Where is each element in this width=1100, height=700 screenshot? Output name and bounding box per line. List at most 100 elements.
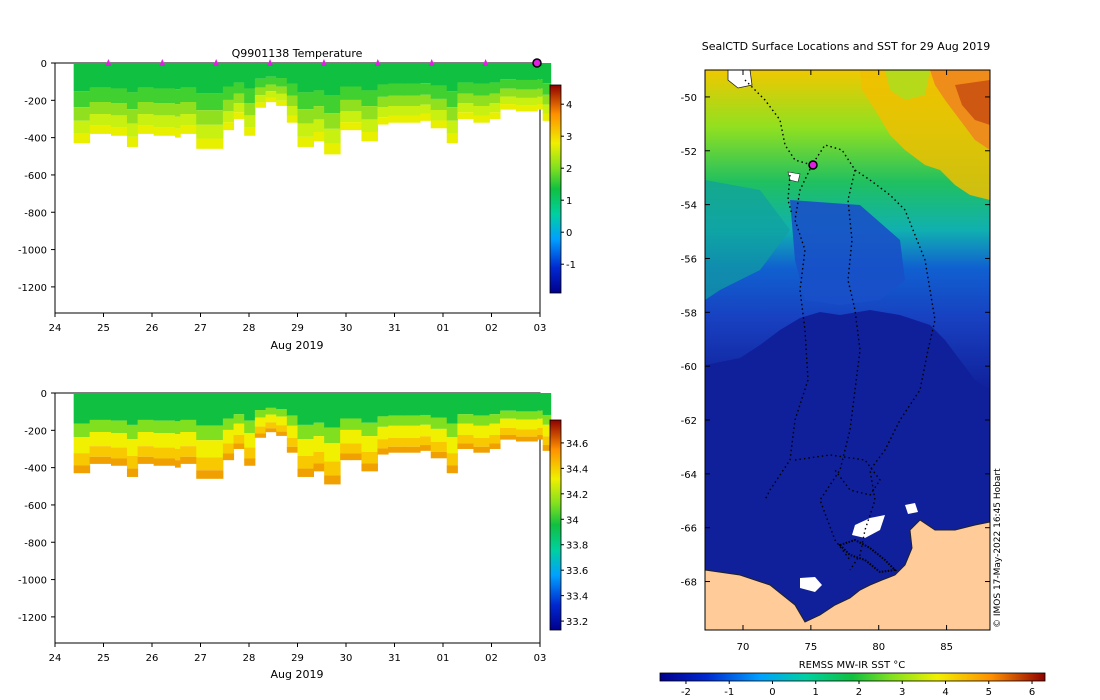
cast-column [222, 418, 235, 430]
cast-column [286, 115, 299, 123]
x-tick-label: 01 [437, 653, 450, 664]
cast-column [196, 63, 224, 94]
cast-column [73, 465, 91, 474]
x-tick-label: 25 [97, 323, 110, 334]
cast-column [361, 451, 378, 464]
cast-column [446, 465, 458, 474]
sst-colorbar-tick-label: 6 [1029, 687, 1035, 698]
salinity-cast-columns [73, 393, 552, 485]
temperature-y-axis: 0 -200 -400 -600 -800 -1000 -1200 [18, 59, 55, 294]
cast-column [542, 424, 552, 437]
profile-marker [267, 59, 274, 66]
cast-column [350, 429, 362, 444]
map-y-tick-label: -58 [681, 308, 697, 319]
cast-column [153, 88, 176, 104]
cast-column [446, 453, 458, 466]
cast-column [489, 434, 501, 444]
cast-column [446, 437, 458, 454]
cast-column [350, 453, 362, 461]
cast-column [265, 422, 277, 429]
profile-marker [482, 59, 489, 66]
cast-column [446, 423, 458, 438]
cast-column [276, 86, 288, 94]
cast-column [324, 113, 341, 129]
cast-column [537, 434, 544, 440]
map-y-tick-label: -68 [681, 578, 697, 589]
cast-column [110, 393, 128, 421]
cast-column [174, 104, 181, 117]
cast-column [89, 114, 112, 126]
cast-column [457, 103, 474, 113]
sst-map: SealCTD Surface Locations and SST for 29… [659, 40, 1046, 698]
cast-column [500, 427, 517, 435]
cast-column [254, 426, 267, 434]
sst-colorbar-tick-label: 1 [813, 687, 819, 698]
cast-column [110, 115, 128, 128]
cast-column [489, 63, 501, 83]
cast-column [457, 393, 474, 415]
y-tick-label: -600 [24, 171, 47, 182]
cast-column [276, 409, 288, 417]
cast-column [340, 418, 352, 430]
cast-column [89, 125, 112, 134]
map-title: SealCTD Surface Locations and SST for 29… [702, 40, 991, 53]
x-tick-label: 27 [194, 653, 207, 664]
cast-column [196, 425, 224, 441]
cast-column [430, 451, 448, 459]
cast-column [404, 446, 421, 453]
cast-column [265, 407, 277, 415]
cast-column [180, 393, 197, 420]
cast-column [73, 453, 91, 466]
cast-column [174, 421, 181, 435]
cast-column [489, 393, 501, 415]
profile-marker [105, 59, 112, 66]
cast-column [430, 63, 448, 86]
cast-column [276, 93, 288, 101]
x-tick-label: 27 [194, 323, 207, 334]
cast-column [126, 136, 139, 147]
cast-column [276, 63, 288, 79]
cast-column [89, 87, 112, 102]
cast-column [286, 95, 299, 106]
cast-column [404, 393, 421, 416]
colorbar-tick-label: 33.8 [566, 541, 588, 552]
y-tick-label: -800 [24, 208, 47, 219]
cast-column [180, 114, 197, 126]
cast-column [137, 419, 155, 432]
colorbar-tick-label: -1 [566, 260, 576, 271]
cast-column [244, 433, 256, 448]
cast-column [430, 120, 448, 129]
x-tick-label: 26 [146, 653, 159, 664]
cast-column [542, 436, 552, 446]
cast-column [350, 111, 362, 123]
cast-column [457, 82, 474, 94]
cast-column [388, 63, 405, 84]
cast-column [254, 95, 267, 103]
y-tick-label: -200 [24, 426, 47, 437]
cast-column [420, 104, 432, 114]
cast-column [137, 114, 155, 126]
cast-column [489, 414, 501, 424]
cast-column [265, 414, 277, 423]
cast-column [473, 83, 490, 96]
cast-column [286, 393, 299, 416]
sst-field [705, 70, 990, 630]
map-y-tick-label: -60 [681, 362, 697, 373]
sst-colorbar-label: REMSS MW-IR SST °C [799, 660, 906, 671]
sst-colorbar [659, 672, 1046, 682]
cast-column [254, 417, 267, 427]
cast-column [430, 417, 448, 429]
cast-column [388, 437, 405, 447]
colorbar-tick-label: 34.2 [566, 490, 588, 501]
cast-column [489, 112, 501, 119]
cast-column [196, 440, 224, 458]
cast-column [324, 128, 341, 144]
salinity-xlabel: Aug 2019 [271, 668, 324, 681]
map-y-tick-label: -50 [681, 93, 697, 104]
cast-column [153, 63, 176, 89]
cast-column [254, 78, 267, 88]
temperature-section-plot: Q9901138 Temperature 0 -200 -400 -600 -800 -1… [18, 47, 576, 352]
sst-colorbar-tick-label: 0 [769, 687, 775, 698]
cast-column [516, 436, 538, 442]
colorbar-tick-label: 4 [566, 100, 572, 111]
